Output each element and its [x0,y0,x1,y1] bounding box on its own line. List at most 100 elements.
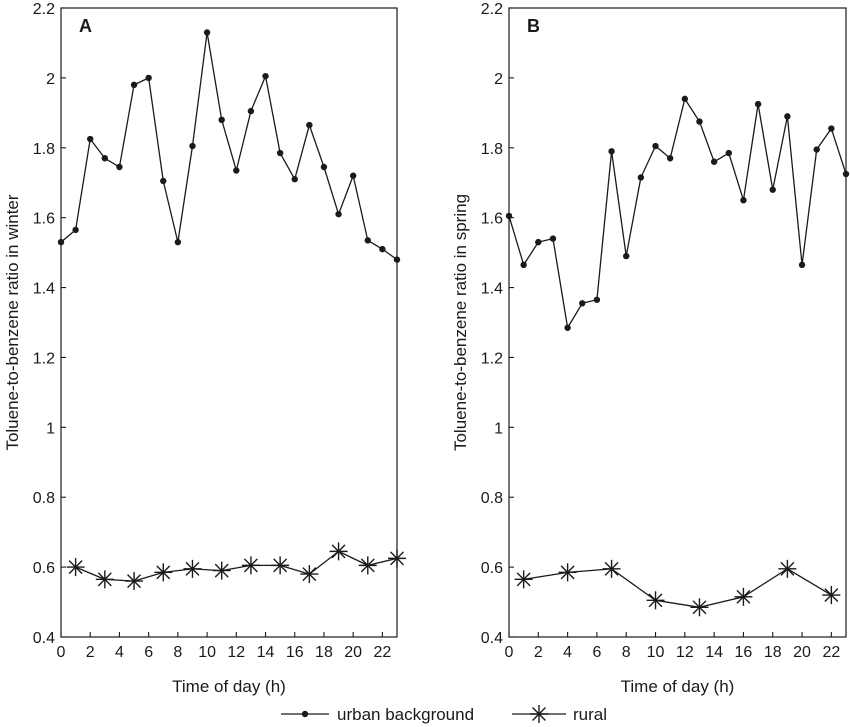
data-point-rural [125,572,144,591]
data-point-rural [822,586,841,605]
data-point-rural [602,559,621,578]
data-point-urban-background [623,252,630,260]
x-tick-label: 18 [315,644,333,661]
x-tick-label: 14 [705,644,723,661]
data-point-urban-background [233,167,240,174]
data-point-urban-background [276,149,284,157]
x-tick-label: 0 [57,644,66,661]
data-point-rural [241,556,260,575]
data-point-urban-background [203,29,211,36]
data-point-rural [66,558,85,577]
data-point-urban-background [784,113,791,120]
y-tick-label: 0.6 [481,560,503,577]
x-tick-label: 10 [198,644,216,661]
legend-label-urban-background: urban background [337,705,474,724]
series-line-urban-background [60,31,398,261]
y-tick-label: 1.4 [481,281,503,298]
series-line-rural [75,550,398,582]
x-tick-label: 20 [344,644,362,661]
data-point-urban-background [306,121,313,129]
legend-marker-rural [530,705,548,723]
data-point-rural [690,598,709,617]
data-point-urban-background [87,135,94,143]
data-point-rural [778,559,797,578]
y-axis-label: Toluene-to-benzene ratio in winter [3,194,22,450]
data-point-urban-background [579,300,586,307]
y-tick-label: 2 [46,71,55,88]
data-point-urban-background [262,72,269,80]
data-point-urban-background [549,235,557,242]
data-point-urban-background [145,74,152,82]
x-tick-label: 6 [592,644,601,661]
data-point-urban-background [535,238,542,246]
x-tick-label: 16 [286,644,304,661]
data-point-urban-background [842,170,850,178]
data-point-rural [95,570,114,589]
data-point-urban-background [710,158,718,165]
data-point-rural [183,559,202,578]
data-point-urban-background [291,176,298,183]
data-point-urban-background [681,95,689,103]
data-point-urban-background [247,107,255,115]
x-tick-label: 2 [86,644,95,661]
y-tick-label: 1.4 [33,281,55,298]
y-tick-label: 0.4 [481,630,503,647]
data-point-rural [212,561,231,580]
x-tick-label: 8 [173,644,182,661]
data-point-urban-background [335,210,342,218]
data-point-rural [271,556,290,575]
y-tick-label: 2.2 [33,1,55,18]
x-tick-label: 12 [227,644,245,661]
y-tick-label: 2 [494,71,503,88]
x-tick-label: 8 [622,644,631,661]
y-tick-label: 1 [494,420,503,437]
x-tick-label: 18 [764,644,782,661]
legend-label-rural: rural [573,705,607,724]
data-point-urban-background [130,81,138,89]
data-point-rural [300,565,319,584]
data-point-rural [646,591,665,610]
y-tick-label: 0.6 [33,560,55,577]
data-point-urban-background [189,142,196,150]
data-point-urban-background [364,237,371,244]
x-tick-label: 6 [144,644,153,661]
data-point-rural [388,549,406,568]
data-point-urban-background [505,212,513,220]
data-point-urban-background [160,177,167,185]
data-point-urban-background [769,186,776,193]
data-point-urban-background [798,261,806,269]
data-point-urban-background [608,148,615,155]
x-tick-label: 4 [563,644,572,661]
data-point-urban-background [379,245,386,253]
x-tick-label: 2 [534,644,543,661]
y-tick-label: 1.2 [481,350,503,367]
series-line-urban-background [508,98,847,329]
y-tick-label: 1.6 [33,211,55,228]
data-point-urban-background [652,142,659,150]
data-point-urban-background [564,324,571,331]
data-point-rural [558,563,577,582]
y-tick-label: 1.6 [481,211,503,228]
y-tick-label: 2.2 [481,1,503,18]
data-point-urban-background [740,196,747,204]
plot-frame [508,7,847,638]
plot-frame [60,7,398,638]
x-axis-label: Time of day (h) [621,677,735,696]
data-point-urban-background [57,238,65,246]
data-point-urban-background [754,100,762,108]
y-tick-label: 1 [46,420,55,437]
data-point-rural [514,570,533,589]
x-tick-label: 22 [373,644,391,661]
data-point-urban-background [116,163,123,171]
legend-marker-urban-background [301,710,309,718]
x-tick-label: 10 [647,644,665,661]
data-point-urban-background [725,149,732,157]
y-tick-label: 0.8 [33,490,55,507]
x-tick-label: 22 [822,644,840,661]
data-point-urban-background [828,125,835,132]
data-point-urban-background [349,172,357,179]
y-tick-label: 1.8 [481,141,503,158]
y-tick-label: 0.8 [481,490,503,507]
data-point-urban-background [637,174,645,181]
